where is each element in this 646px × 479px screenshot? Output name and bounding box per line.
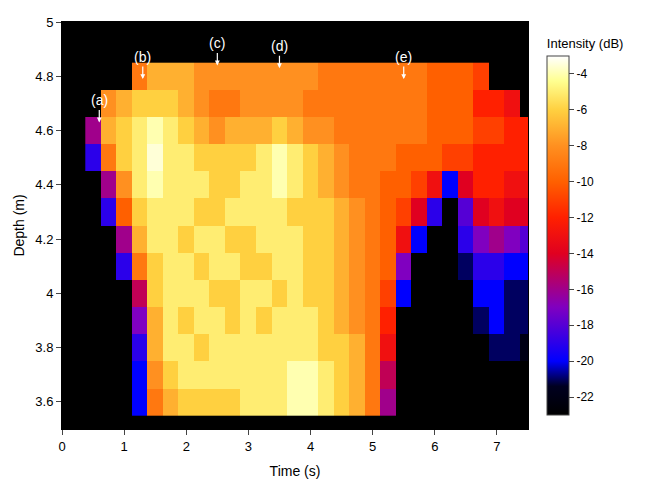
svg-text:-22: -22	[576, 390, 594, 404]
svg-text:4.8: 4.8	[35, 69, 53, 84]
svg-text:-16: -16	[576, 283, 594, 297]
svg-text:Time (s): Time (s)	[270, 463, 321, 479]
svg-text:-6: -6	[576, 103, 587, 117]
svg-text:-14: -14	[576, 247, 594, 261]
svg-text:3.6: 3.6	[35, 394, 53, 409]
svg-text:-10: -10	[576, 175, 594, 189]
svg-text:-20: -20	[576, 354, 594, 368]
svg-text:4.6: 4.6	[35, 123, 53, 138]
svg-text:Intensity (dB): Intensity (dB)	[547, 36, 624, 51]
svg-text:5: 5	[369, 439, 376, 454]
svg-text:3.8: 3.8	[35, 340, 53, 355]
svg-text:6: 6	[431, 439, 438, 454]
svg-text:(b): (b)	[134, 49, 151, 65]
svg-text:0: 0	[58, 439, 65, 454]
svg-text:(c): (c)	[209, 35, 225, 51]
svg-text:-4: -4	[576, 67, 587, 81]
svg-text:-8: -8	[576, 139, 587, 153]
svg-text:3: 3	[245, 439, 252, 454]
svg-text:-18: -18	[576, 318, 594, 332]
svg-text:(e): (e)	[395, 49, 412, 65]
svg-text:4.2: 4.2	[35, 232, 53, 247]
svg-text:4.4: 4.4	[35, 177, 53, 192]
svg-text:4: 4	[46, 286, 53, 301]
svg-text:(d): (d)	[271, 38, 288, 54]
svg-text:Depth (m): Depth (m)	[11, 194, 27, 256]
svg-text:5: 5	[46, 15, 53, 30]
svg-text:(a): (a)	[91, 92, 108, 108]
svg-text:1: 1	[121, 439, 128, 454]
svg-text:-12: -12	[576, 211, 594, 225]
svg-text:2: 2	[183, 439, 190, 454]
svg-text:4: 4	[307, 439, 314, 454]
svg-text:7: 7	[493, 439, 500, 454]
